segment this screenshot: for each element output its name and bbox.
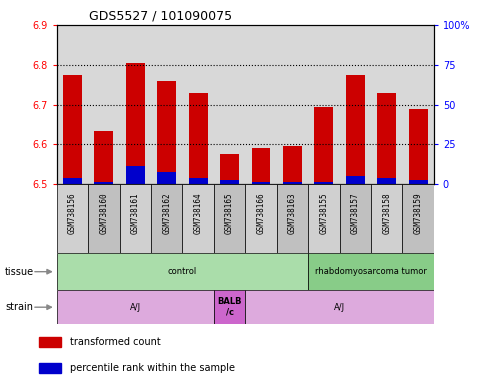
Bar [409, 180, 427, 184]
Text: GSM738156: GSM738156 [68, 193, 77, 234]
Bar [346, 176, 365, 184]
Bar [182, 184, 214, 253]
Bar [245, 290, 434, 324]
Bar [308, 184, 340, 253]
Bar [94, 131, 113, 184]
Bar [371, 184, 402, 253]
Text: tissue: tissue [5, 266, 34, 277]
Bar [251, 182, 270, 184]
Bar [214, 184, 246, 253]
Text: BALB
/c: BALB /c [217, 298, 242, 317]
Text: GSM738166: GSM738166 [256, 193, 266, 234]
Bar [402, 184, 434, 253]
Text: transformed count: transformed count [70, 337, 161, 347]
Bar [126, 166, 145, 184]
Bar [126, 63, 145, 184]
Bar [340, 184, 371, 253]
Text: GSM738155: GSM738155 [319, 193, 328, 234]
Text: GSM738159: GSM738159 [414, 193, 423, 234]
Bar [214, 290, 245, 324]
Bar [220, 154, 239, 184]
Bar [315, 107, 333, 184]
Bar [151, 184, 182, 253]
Bar [39, 363, 61, 372]
Text: percentile rank within the sample: percentile rank within the sample [70, 363, 235, 373]
Bar [283, 182, 302, 184]
Bar [409, 109, 427, 184]
Text: GSM738158: GSM738158 [382, 193, 391, 234]
Bar [39, 338, 61, 347]
Bar [308, 253, 434, 290]
Bar [63, 75, 82, 184]
Bar [57, 253, 308, 290]
Text: GSM738162: GSM738162 [162, 193, 171, 234]
Text: GSM738164: GSM738164 [194, 193, 203, 234]
Text: GSM738161: GSM738161 [131, 193, 140, 234]
Bar [283, 146, 302, 184]
Bar [57, 184, 88, 253]
Bar [63, 178, 82, 184]
Text: GSM738157: GSM738157 [351, 193, 360, 234]
Bar [277, 184, 308, 253]
Text: GSM738163: GSM738163 [288, 193, 297, 234]
Bar [315, 182, 333, 184]
Bar [157, 172, 176, 184]
Bar [94, 182, 113, 184]
Bar [220, 180, 239, 184]
Bar [157, 81, 176, 184]
Text: rhabdomyosarcoma tumor: rhabdomyosarcoma tumor [315, 267, 427, 276]
Bar [189, 93, 208, 184]
Bar [251, 149, 270, 184]
Bar [377, 93, 396, 184]
Text: A/J: A/J [334, 303, 345, 312]
Bar [377, 178, 396, 184]
Text: control: control [168, 267, 197, 276]
Text: GSM738160: GSM738160 [99, 193, 108, 234]
Bar [57, 290, 214, 324]
Text: strain: strain [5, 302, 33, 312]
Text: GDS5527 / 101090075: GDS5527 / 101090075 [89, 10, 232, 23]
Bar [346, 75, 365, 184]
Bar [119, 184, 151, 253]
Bar [88, 184, 119, 253]
Text: A/J: A/J [130, 303, 141, 312]
Bar [245, 184, 277, 253]
Bar [189, 178, 208, 184]
Text: GSM738165: GSM738165 [225, 193, 234, 234]
